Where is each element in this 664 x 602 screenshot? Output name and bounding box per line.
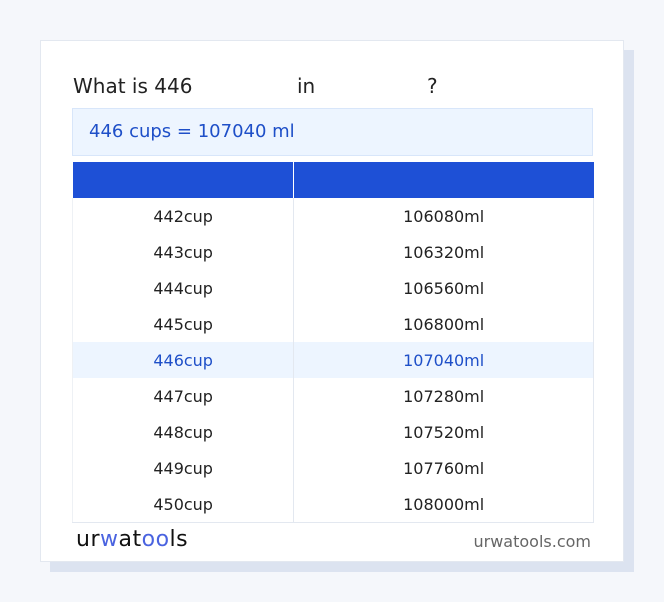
urwatools-logo[interactable]: urwatools	[76, 527, 189, 552]
cell-from: 448cup	[71, 414, 295, 450]
cell-from: 446cup	[71, 342, 295, 378]
table-row: 443cup 106320ml	[71, 234, 594, 270]
table-row: 446cup 107040ml	[71, 342, 594, 378]
page-title: What is 446 in ?	[73, 74, 438, 194]
cell-to: 107040ml	[293, 342, 594, 378]
table-row: 450cup 108000ml	[71, 486, 594, 523]
table-row: 449cup 107760ml	[71, 450, 594, 486]
cell-to: 107760ml	[293, 450, 594, 486]
cell-to: 107280ml	[293, 378, 594, 414]
title-middle: in	[297, 74, 316, 98]
table-header	[72, 162, 594, 198]
cell-from: 449cup	[71, 450, 295, 486]
title-suffix: ?	[427, 74, 438, 98]
cell-from: 450cup	[71, 486, 295, 523]
table-row: 445cup 106800ml	[71, 306, 594, 342]
cell-to: 106320ml	[293, 234, 594, 270]
conversion-card: What is 446 in ? 446 cups = 107040 ml 44…	[40, 40, 624, 562]
cell-from: 447cup	[71, 378, 295, 414]
cell-to: 106800ml	[293, 306, 594, 342]
header-to	[293, 162, 594, 198]
cell-to: 106560ml	[293, 270, 594, 306]
cell-to: 106080ml	[293, 198, 594, 234]
table-row: 448cup 107520ml	[71, 414, 594, 450]
cell-from: 445cup	[71, 306, 295, 342]
cell-from: 443cup	[71, 234, 295, 270]
title-prefix: What is 446	[73, 74, 193, 98]
conversion-table: 442cup 106080ml 443cup 106320ml 444cup 106560…	[71, 162, 594, 523]
table-row: 444cup 106560ml	[71, 270, 594, 306]
table-row: 447cup 107280ml	[71, 378, 594, 414]
cell-to: 108000ml	[293, 486, 594, 523]
cell-from: 442cup	[71, 198, 295, 234]
site-link[interactable]: urwatools.com	[473, 532, 592, 551]
header-from	[72, 162, 295, 198]
table-row: 442cup 106080ml	[71, 198, 594, 234]
cell-from: 444cup	[71, 270, 295, 306]
conversion-result: 446 cups = 107040 ml	[72, 108, 593, 156]
cell-to: 107520ml	[293, 414, 594, 450]
